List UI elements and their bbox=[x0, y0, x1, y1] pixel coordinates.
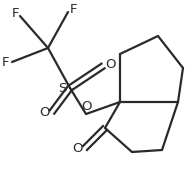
Text: F: F bbox=[69, 3, 77, 16]
Text: O: O bbox=[81, 100, 91, 112]
Text: O: O bbox=[72, 142, 82, 154]
Text: O: O bbox=[105, 57, 115, 71]
Text: F: F bbox=[1, 55, 9, 69]
Text: F: F bbox=[11, 6, 19, 20]
Text: S: S bbox=[58, 81, 66, 95]
Text: O: O bbox=[39, 105, 49, 118]
